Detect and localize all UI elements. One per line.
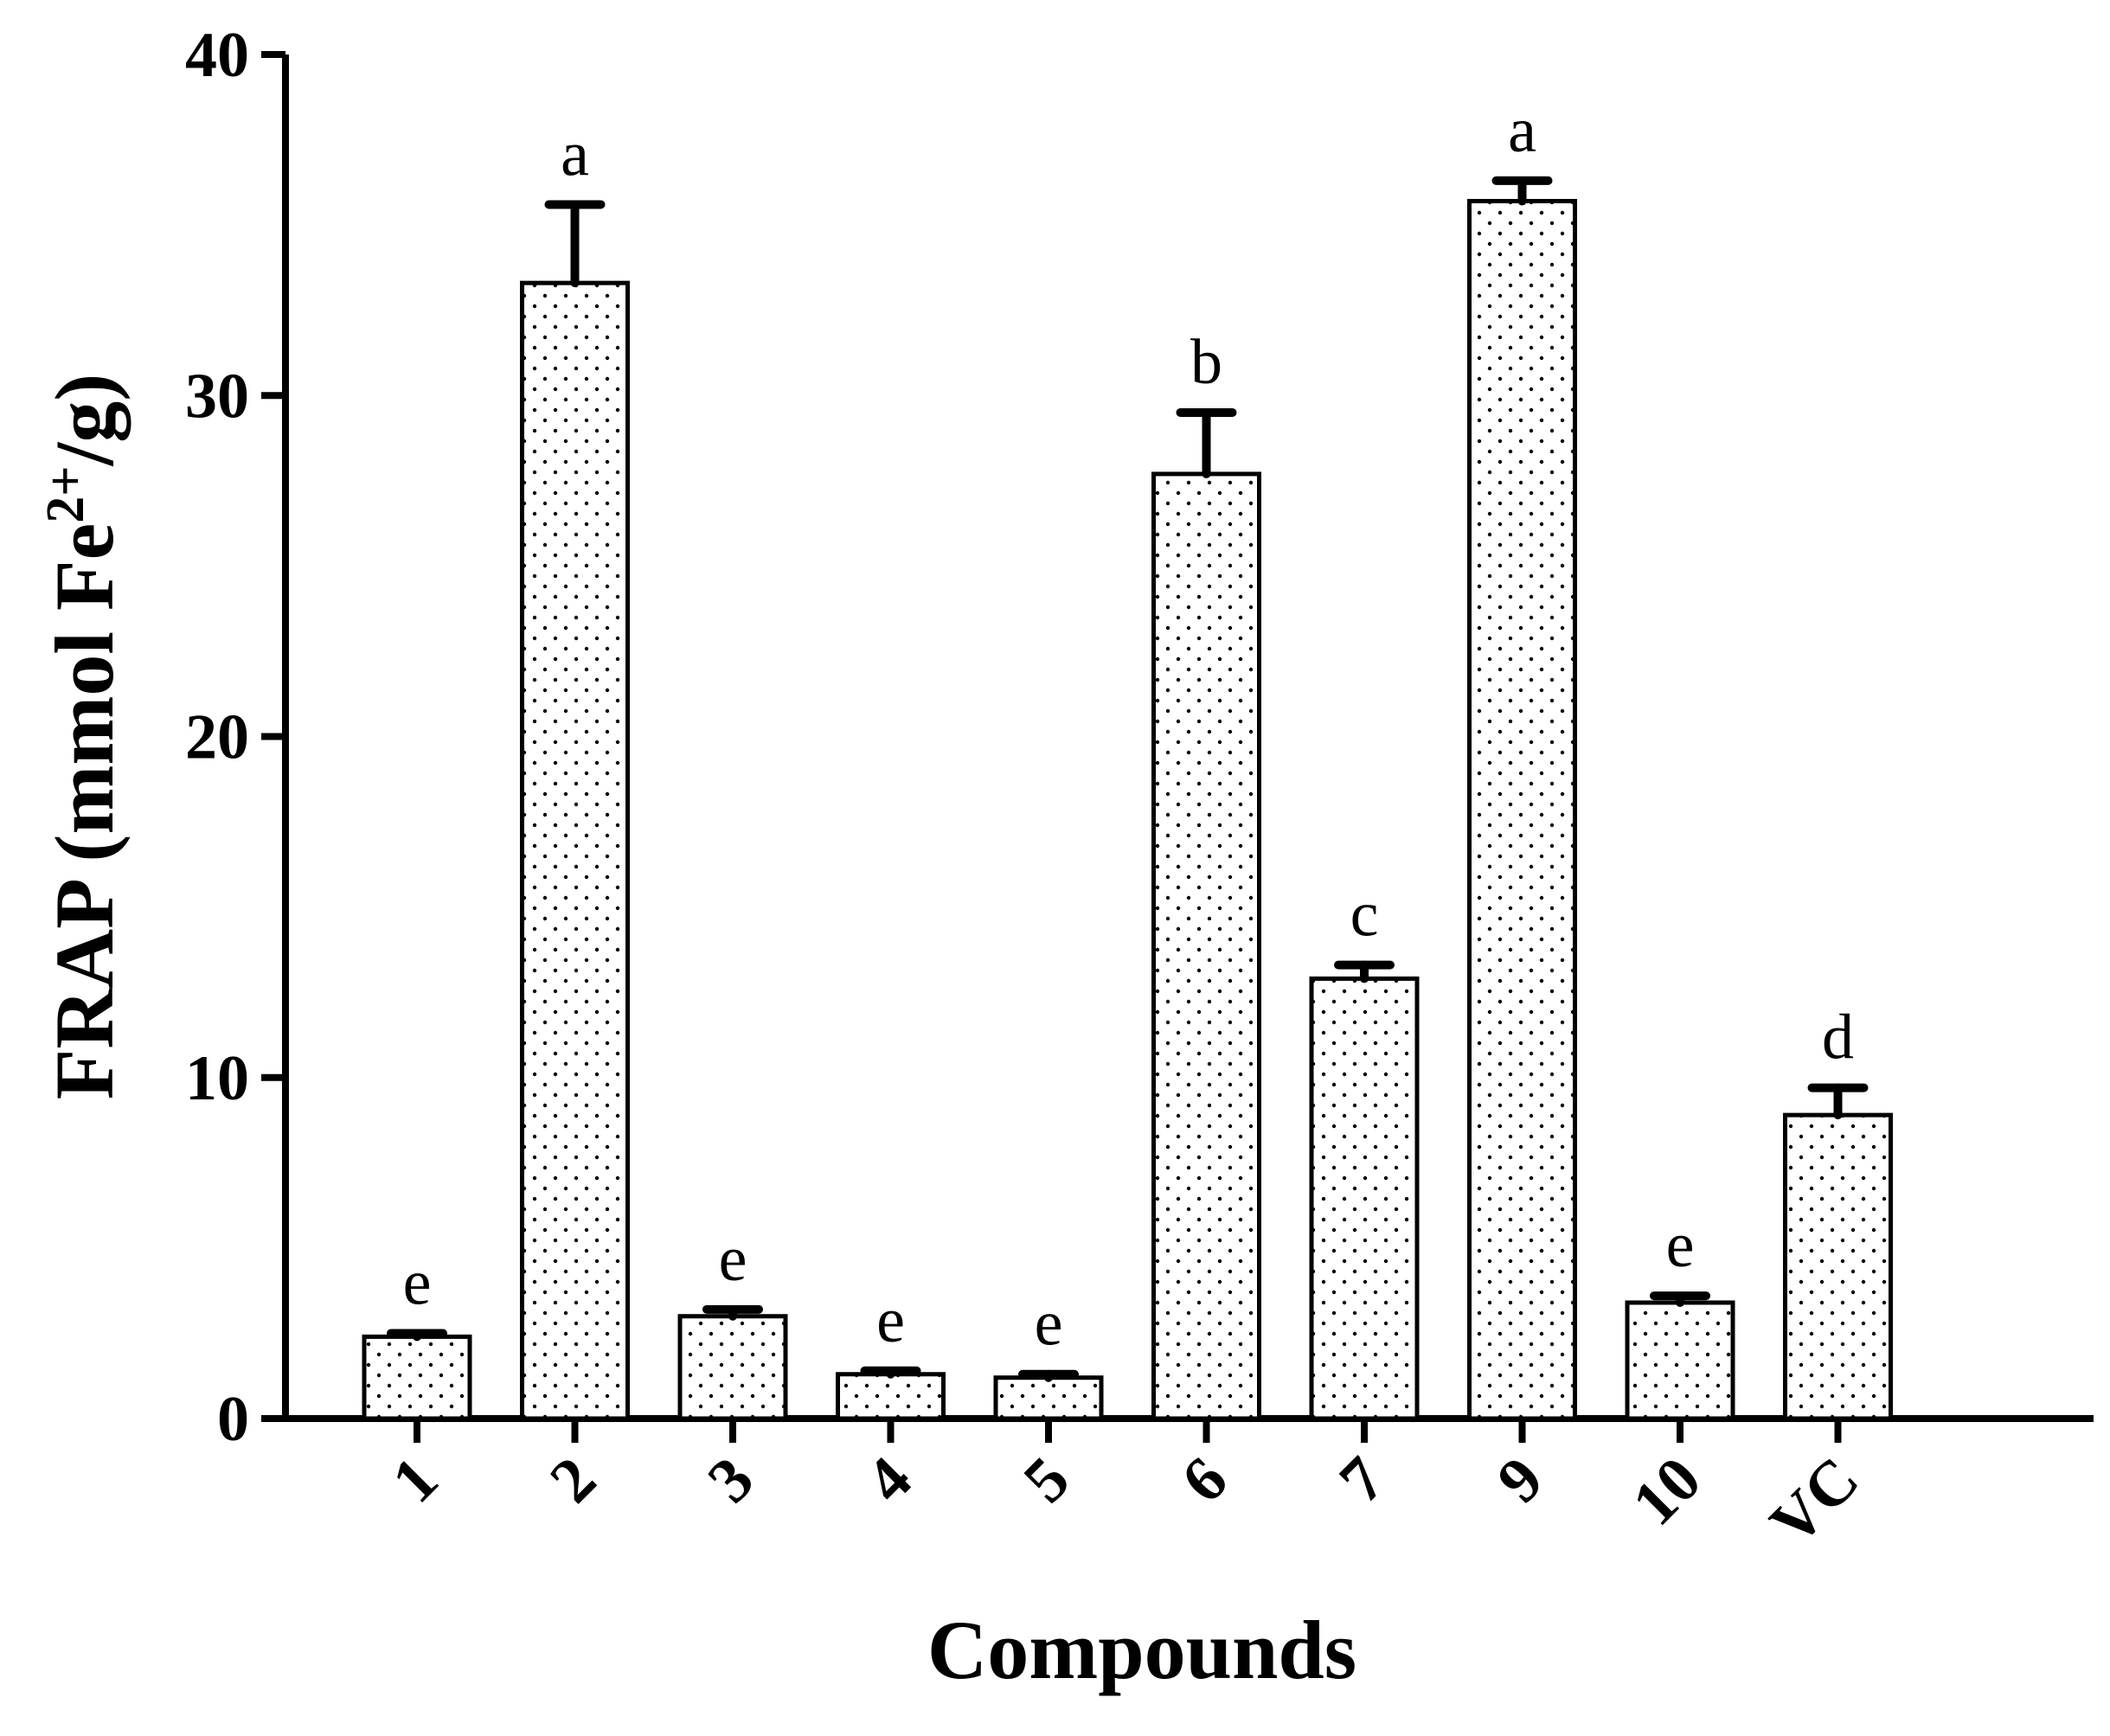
significance-label-6: b xyxy=(1190,327,1222,398)
bar-1 xyxy=(362,1334,472,1421)
y-tick-label-2: 20 xyxy=(185,702,249,773)
y-axis: 0 10 20 30 40 xyxy=(185,20,289,1455)
bar-6 xyxy=(1151,471,1261,1421)
x-tick-label-2: 2 xyxy=(536,1444,609,1516)
y-tick-label-3: 30 xyxy=(185,361,249,432)
x-tick-label-VC: VC xyxy=(1757,1444,1873,1560)
bar-7 xyxy=(1309,976,1420,1421)
bar-4 xyxy=(836,1372,946,1421)
significance-label-VC: d xyxy=(1822,1003,1854,1073)
significance-label-7: c xyxy=(1350,880,1379,951)
x-tick-label-3: 3 xyxy=(695,1444,767,1516)
significance-label-1: e xyxy=(403,1247,432,1318)
bar-9 xyxy=(1467,199,1577,1421)
y-axis-title-superscript: 2+ xyxy=(36,465,95,522)
x-tick-label-10: 10 xyxy=(1619,1444,1715,1539)
y-axis-title: FRAP (mmol Fe2+/g) xyxy=(36,374,131,1099)
significance-label-5: e xyxy=(1035,1289,1063,1360)
x-tick-label-9: 9 xyxy=(1484,1444,1556,1516)
bar-2 xyxy=(520,280,630,1421)
bar-10 xyxy=(1625,1300,1735,1421)
x-tick-label-1: 1 xyxy=(379,1444,452,1516)
significance-label-2: a xyxy=(561,119,589,189)
bar-5 xyxy=(993,1375,1104,1421)
y-axis-title-suffix: /g) xyxy=(38,374,131,467)
significance-label-3: e xyxy=(719,1224,747,1295)
y-axis-title-prefix: FRAP (mmol Fe xyxy=(38,523,131,1099)
x-tick-label-7: 7 xyxy=(1326,1444,1399,1516)
significance-label-9: a xyxy=(1508,95,1536,166)
x-tick-label-4: 4 xyxy=(852,1444,925,1516)
bars-group: e a e e e b c a e d xyxy=(362,95,1893,1421)
bar-3 xyxy=(677,1314,788,1421)
x-axis-title: Compounds xyxy=(927,1604,1356,1696)
x-axis: 1 2 3 4 5 6 7 9 10 VC xyxy=(285,1415,2094,1560)
significance-label-10: e xyxy=(1666,1210,1695,1281)
y-tick-label-1: 10 xyxy=(185,1043,249,1114)
x-tick-label-6: 6 xyxy=(1168,1444,1241,1516)
y-tick-label-4: 40 xyxy=(185,20,249,91)
significance-label-4: e xyxy=(876,1285,905,1356)
bar-VC xyxy=(1783,1112,1893,1421)
y-tick-label-0: 0 xyxy=(217,1384,249,1455)
x-tick-label-5: 5 xyxy=(1010,1444,1083,1516)
